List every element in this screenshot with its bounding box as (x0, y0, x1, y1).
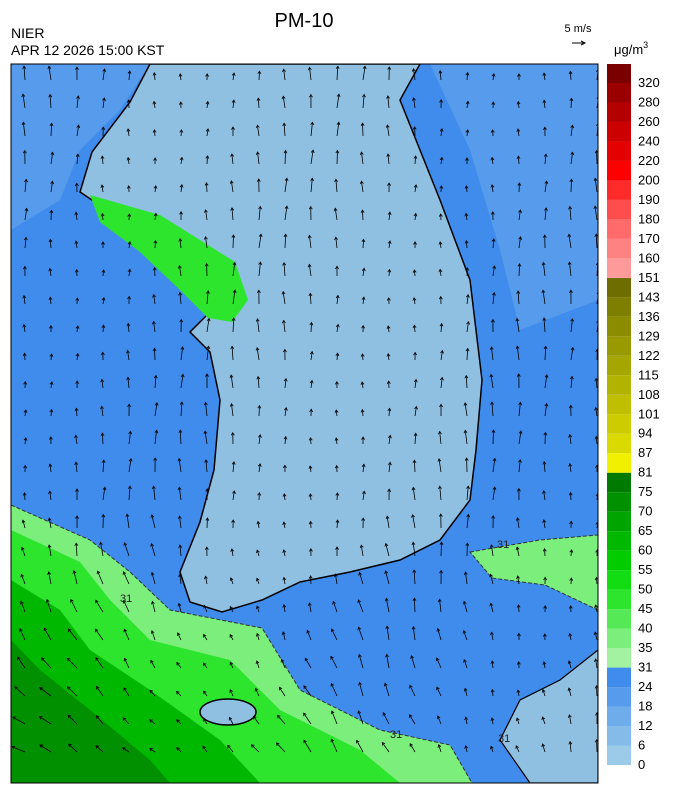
colorbar-swatch (607, 102, 631, 121)
wind-arrow (571, 98, 572, 108)
wind-scale-label: 5 m/s (565, 23, 592, 35)
colorbar-swatch (607, 414, 631, 433)
wind-arrow (362, 210, 363, 220)
colorbar-swatch (607, 219, 631, 238)
colorbar-label: 55 (638, 562, 652, 577)
colorbar-swatch (607, 258, 631, 277)
colorbar-label: 65 (638, 523, 652, 538)
colorbar-label: 0 (638, 757, 645, 772)
colorbar-swatch (607, 317, 631, 336)
colorbar-swatch (607, 122, 631, 141)
colorbar-label: 190 (638, 192, 660, 207)
colorbar-swatch (607, 297, 631, 316)
colorbar-swatch (607, 590, 631, 609)
colorbar-label: 50 (638, 582, 652, 597)
colorbar-label: 160 (638, 250, 660, 265)
colorbar-label: 129 (638, 328, 660, 343)
colorbar-swatch (607, 395, 631, 414)
colorbar-label: 18 (638, 699, 652, 714)
colorbar-label: 240 (638, 133, 660, 148)
contour-label: 31 (498, 733, 510, 745)
colorbar-swatch (607, 551, 631, 570)
colorbar-label: 108 (638, 387, 660, 402)
colorbar-label: 81 (638, 465, 652, 480)
colorbar-swatch (607, 141, 631, 160)
colorbar-swatch (607, 512, 631, 531)
colorbar-swatch (607, 375, 631, 394)
colorbar-swatch (607, 278, 631, 297)
title: PM-10 (275, 10, 334, 32)
colorbar-swatch (607, 161, 631, 180)
colorbar-label: 6 (638, 738, 645, 753)
colorbar-label: 170 (638, 231, 660, 246)
colorbar-label: 75 (638, 484, 652, 499)
unit-sup: 3 (643, 40, 648, 50)
colorbar-label: 94 (638, 426, 652, 441)
colorbar-label: 220 (638, 153, 660, 168)
colorbar-swatch (607, 609, 631, 628)
colorbar-label: 122 (638, 348, 660, 363)
colorbar-swatch (607, 707, 631, 726)
colorbar-swatch (607, 180, 631, 199)
colorbar-swatch (607, 239, 631, 258)
colorbar-label: 200 (638, 172, 660, 187)
colorbar-swatch (607, 648, 631, 667)
colorbar-swatch (607, 726, 631, 745)
colorbar-label: 280 (638, 94, 660, 109)
colorbar-swatch (607, 668, 631, 687)
colorbar-label: 12 (638, 718, 652, 733)
colorbar-label: 45 (638, 601, 652, 616)
colorbar-label: 101 (638, 406, 660, 421)
colorbar-label: 320 (638, 75, 660, 90)
colorbar-swatch (607, 200, 631, 219)
colorbar-swatch (607, 83, 631, 102)
wind-arrow (311, 322, 312, 332)
colorbar-label: 260 (638, 114, 660, 129)
unit: μg/m3 (614, 40, 648, 57)
colorbar-label: 70 (638, 504, 652, 519)
wind-arrow (154, 348, 155, 360)
colorbar-swatch (607, 531, 631, 550)
colorbar: 0 6 12 18 24 31 35 40 45 50 55 60 65 70 75 81 87 94 101 108… (607, 64, 660, 772)
colorbar-label: 40 (638, 621, 652, 636)
colorbar-label: 87 (638, 445, 652, 460)
colorbar-label: 151 (638, 270, 660, 285)
colorbar-swatch (607, 492, 631, 511)
colorbar-label: 60 (638, 543, 652, 558)
colorbar-label: 24 (638, 679, 652, 694)
wind-arrow (441, 542, 442, 556)
agency: NIER (11, 25, 44, 41)
contour-label: 31 (120, 593, 132, 605)
datetime: APR 12 2026 15:00 KST (11, 42, 165, 58)
colorbar-label: 35 (638, 640, 652, 655)
colorbar-swatch (607, 570, 631, 589)
colorbar-label: 115 (638, 367, 659, 382)
colorbar-label: 31 (638, 660, 652, 675)
colorbar-swatch (607, 687, 631, 706)
wind-arrow (493, 430, 494, 444)
contour-label: 31 (390, 729, 402, 741)
colorbar-swatch (607, 473, 631, 492)
unit-text: μg/m (614, 42, 643, 57)
colorbar-label: 143 (638, 289, 660, 304)
colorbar-label: 136 (638, 309, 660, 324)
colorbar-swatch (607, 64, 631, 83)
jeju-island (200, 699, 256, 725)
map: 31 31 31 31 (11, 64, 600, 783)
contour-label: 31 (497, 539, 509, 551)
colorbar-swatch (607, 629, 631, 648)
colorbar-swatch (607, 434, 631, 453)
colorbar-swatch (607, 453, 631, 472)
colorbar-swatch (607, 356, 631, 375)
colorbar-swatch (607, 336, 631, 355)
colorbar-label: 180 (638, 211, 660, 226)
colorbar-swatch (607, 746, 631, 765)
